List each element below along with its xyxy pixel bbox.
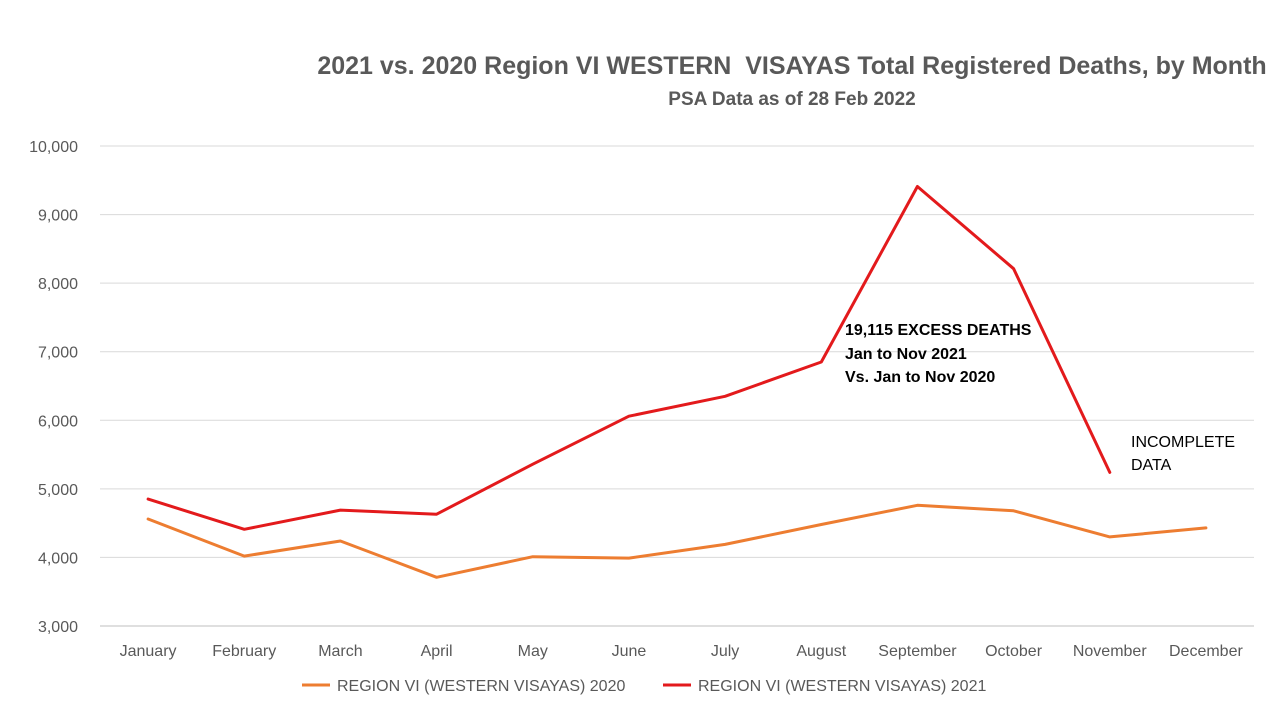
y-tick-label: 5,000 [38, 482, 78, 499]
annotation-line: DATA [1131, 457, 1172, 474]
x-tick-label: September [878, 643, 957, 660]
x-tick-label: October [985, 643, 1043, 660]
x-tick-label: November [1073, 643, 1147, 660]
y-axis-tick-labels: 3,000 4,000 5,000 6,000 7,000 8,000 9,000 10,00… [29, 139, 78, 636]
x-tick-label: February [212, 643, 276, 660]
x-tick-label: March [318, 643, 362, 660]
x-tick-label: July [711, 643, 739, 660]
gridlines [100, 145, 1254, 627]
annotation-line: 19,115 EXCESS DEATHS [845, 322, 1032, 339]
legend-label-2021: REGION VI (WESTERN VISAYAS) 2021 [698, 678, 986, 695]
y-tick-label: 6,000 [38, 413, 78, 430]
chart-subtitle: PSA Data as of 28 Feb 2022 [668, 89, 915, 110]
x-tick-label: May [518, 643, 548, 660]
annotation-line: Jan to Nov 2021 [845, 346, 967, 363]
annotation-line: INCOMPLETE [1131, 434, 1235, 451]
legend-label-2020: REGION VI (WESTERN VISAYAS) 2020 [337, 678, 625, 695]
excess-deaths-annotation: 19,115 EXCESS DEATHS Jan to Nov 2021 Vs.… [845, 322, 1032, 386]
series-line-1 [146, 185, 1112, 531]
x-tick-label: June [612, 643, 647, 660]
incomplete-data-annotation: INCOMPLETE DATA [1131, 434, 1235, 474]
x-tick-label: August [796, 643, 846, 660]
y-tick-label: 7,000 [38, 345, 78, 362]
x-tick-label: December [1169, 643, 1243, 660]
y-tick-label: 4,000 [38, 550, 78, 567]
x-tick-label: January [120, 643, 177, 660]
y-tick-label: 10,000 [29, 139, 78, 156]
x-tick-label: April [421, 643, 453, 660]
y-tick-label: 3,000 [38, 619, 78, 636]
annotation-line: Vs. Jan to Nov 2020 [845, 369, 995, 386]
chart-title: 2021 vs. 2020 Region VI WESTERN VISAYAS … [317, 52, 1266, 80]
y-tick-label: 8,000 [38, 276, 78, 293]
series-line-0 [146, 503, 1208, 579]
series-lines [146, 185, 1208, 579]
y-tick-label: 9,000 [38, 208, 78, 225]
x-axis-tick-labels: January February March April May June July Augu… [120, 643, 1244, 660]
legend: REGION VI (WESTERN VISAYAS) 2020 REGION … [302, 678, 986, 695]
